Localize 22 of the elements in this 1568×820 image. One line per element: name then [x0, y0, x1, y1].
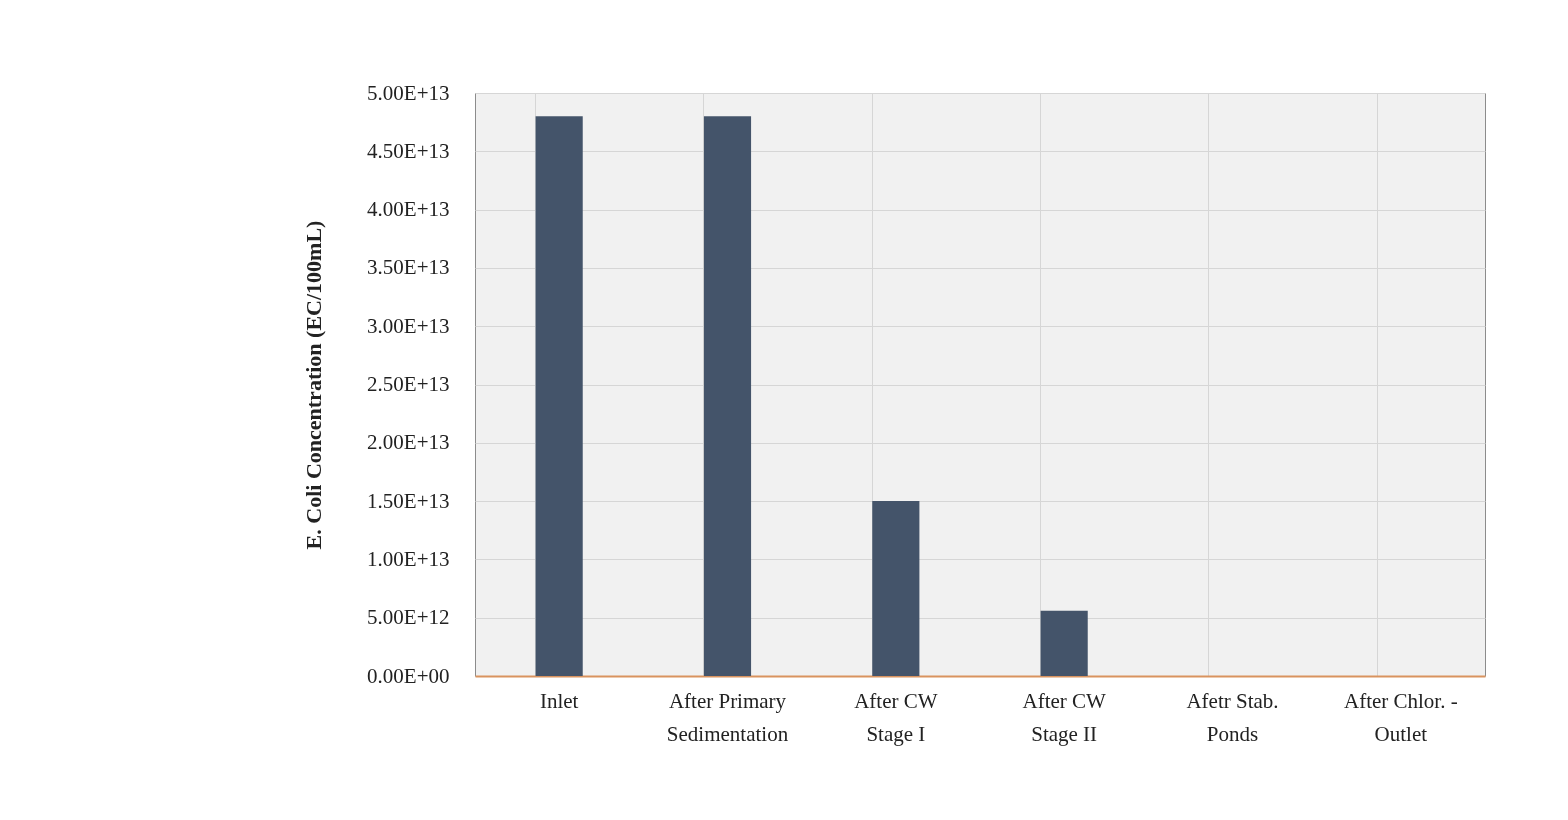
- x-tick-label: Afetr Stab. Ponds: [1186, 688, 1279, 746]
- x-tick-label: After CW Stage I: [854, 688, 938, 746]
- y-tick-label: 2.00E+13: [367, 430, 450, 455]
- y-tick-label: 5.00E+12: [367, 605, 450, 630]
- y-tick-label: 3.00E+13: [367, 313, 450, 338]
- x-tick-label: After CW Stage II: [1022, 688, 1107, 746]
- y-tick-label: 2.50E+13: [367, 372, 450, 396]
- y-tick-label: 4.00E+13: [367, 197, 450, 222]
- y-tick-label: 1.50E+13: [367, 488, 450, 513]
- bar: [872, 501, 920, 676]
- bar: [1040, 610, 1088, 676]
- y-tick-label: 5.00E+13: [367, 80, 450, 105]
- bar: [703, 116, 752, 676]
- y-axis-title: E. Coli Concentration (EC/100mL): [300, 220, 326, 550]
- x-tick-label: After Chlor. - Outlet: [1343, 688, 1458, 746]
- y-tick-label: 4.50E+13: [367, 138, 450, 163]
- y-tick-label: 3.50E+13: [367, 255, 450, 280]
- x-tick-label: Inlet: [539, 688, 579, 713]
- y-tick-label: 1.00E+13: [367, 546, 450, 571]
- bar: [535, 116, 583, 676]
- y-tick-label: 0.00E+00: [367, 663, 450, 688]
- x-tick-label: After Primary Sedimentation: [666, 688, 789, 746]
